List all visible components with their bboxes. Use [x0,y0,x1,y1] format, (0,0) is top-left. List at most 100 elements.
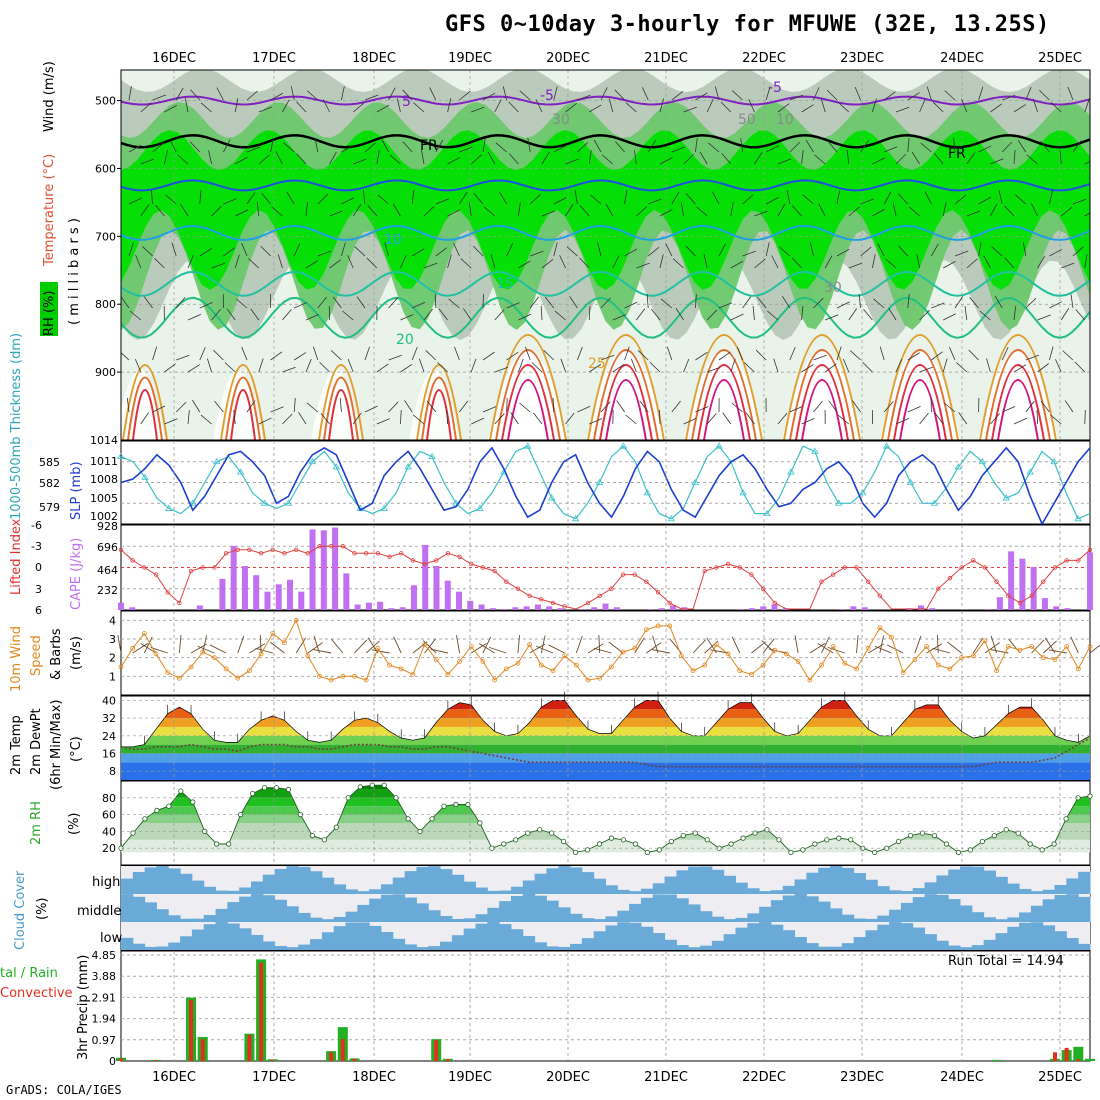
cape-label: CAPE (J/kg) [69,538,84,610]
li-point [1064,558,1069,563]
li-point [632,572,637,577]
contour-label: 20 [396,332,414,348]
precip-conv-bar [189,999,194,1061]
wind-barb [508,153,519,165]
wind-barb [175,87,184,101]
cloud-cover-bar [936,940,949,950]
wind-barb [714,86,720,101]
rh-point [369,782,375,788]
wind-barb [838,102,850,113]
cape-bar [771,604,778,610]
wind-barb [235,156,248,165]
cloud-cover-bar [1019,922,1032,950]
dry-dome [684,350,764,440]
cloud-low-label: low [100,931,123,946]
cloud-cover-bar [404,897,417,922]
wind-speed-point [1064,644,1070,649]
wind-barb [707,366,721,373]
cape-bar [219,578,226,610]
rh-units-label: (%) [67,813,82,836]
cloud-cover-bar [652,883,666,894]
li-point [865,579,871,584]
wind-barb [376,418,390,425]
wind-barb [121,296,130,309]
wind-barb [447,209,461,217]
li-point [422,561,427,567]
warm-contour [893,364,947,440]
wind-barb [742,194,754,205]
rh2m-panel: 80 60 40 20 [102,780,1093,866]
li-ytick: 3 [35,583,42,596]
rh-point [608,835,615,841]
cloud-cover-bar [416,866,429,894]
wind-barb [777,158,792,165]
thickness-label: 1000-500mb Thickness (dm) [9,333,24,520]
wind-barb [473,193,484,205]
wind-barb [258,417,272,425]
wind-barb [837,414,850,425]
li-point [854,565,859,570]
wind-barb [721,153,732,165]
wind-barb [377,194,389,205]
rh-point [931,832,938,839]
cloud-cover-bar [924,894,937,922]
wind10-barb [295,637,307,654]
cloud-cover-bar [499,901,512,922]
precip-conv-bar [259,962,264,1061]
wind-barb [190,89,201,101]
rh-band [121,839,1090,853]
wind-barb [1070,294,1074,309]
cloud-cover-bar [475,914,488,922]
warm-contour [691,349,757,440]
cloud-cover-bar [440,915,453,922]
cape-bar [737,609,744,610]
wind-barb [140,102,152,113]
wind-barb [695,406,709,413]
wind-barb [577,142,588,153]
rh-point [513,837,519,843]
cloud-cover-bar [688,904,701,922]
cloud-cover-bar [1007,917,1020,922]
wind-barb [177,154,189,165]
wind-speed-point [258,651,264,657]
li-label: Lifted Index [9,518,24,595]
thickness-point [189,499,197,506]
cape-bar [760,606,767,610]
wind-barb [565,102,577,113]
wind-speed-point [293,617,299,623]
wind-barb [211,309,221,321]
wind-barb [223,139,231,153]
cloud-high-label: high [92,875,120,890]
wind-speed-label: Speed [29,635,44,676]
li-point [1076,558,1081,563]
wind-barb [319,361,330,373]
wind-barb [862,361,873,373]
wind10-barb [197,645,215,654]
wind-units-label: (m/s) [69,636,84,670]
li-point [936,586,941,591]
rh-point [872,849,878,856]
thickness-ytick: 579 [39,501,60,514]
wind-barb [848,308,858,321]
wind-speed-point [784,651,789,657]
wind-barb [1037,363,1049,373]
wind-speed-point [235,675,241,681]
precip-units-label: 3hr Precip (mm) [76,955,91,1060]
li-point [293,547,299,552]
wind-barb [258,154,270,165]
cape-bar [332,527,339,610]
wind-barb [411,346,418,361]
wind-speed-point [130,645,136,651]
wind-barb [998,190,1003,205]
precip-conv-bar [352,1058,357,1061]
cloud-cover-bar [522,894,536,922]
wind-barb [961,98,968,113]
rh-point [273,785,280,791]
wind-barb [199,248,212,257]
precip-ytick: 0 [109,1055,116,1068]
cloud-cover-bar [794,879,807,894]
cloud-cover-bar [865,930,878,950]
wind-speed-point [1017,647,1023,653]
rh-point [704,837,710,843]
wind-barb [565,158,579,165]
